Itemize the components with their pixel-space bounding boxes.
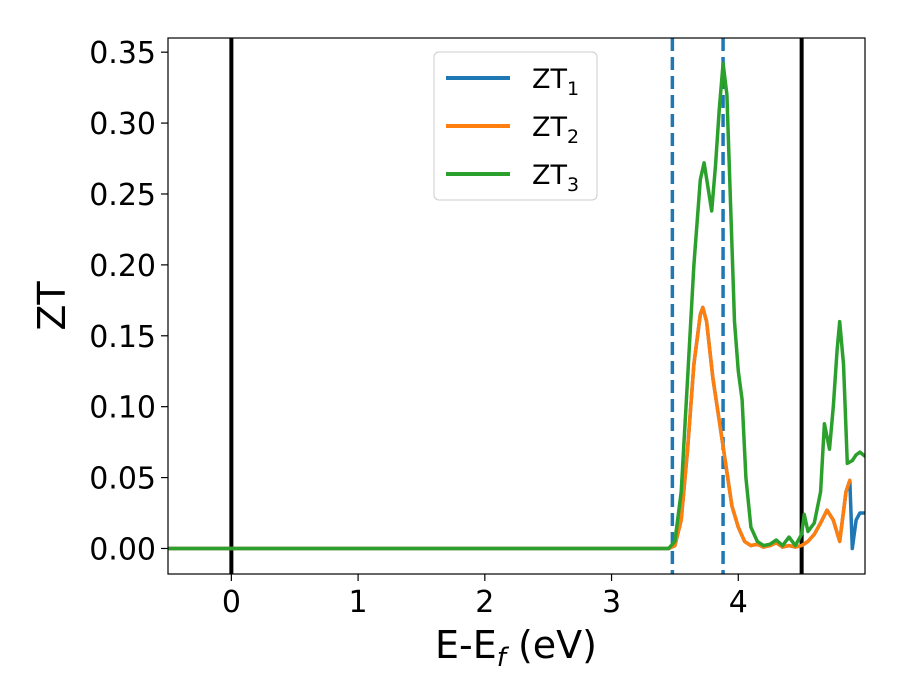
legend-label-zt3: ZT3 <box>532 160 579 196</box>
series-line-zt1 <box>168 305 865 551</box>
x-tick-label: 4 <box>729 585 748 620</box>
x-tick-label: 3 <box>602 585 621 620</box>
legend-label-zt2: ZT2 <box>532 112 579 148</box>
y-tick-label: 0.10 <box>89 391 156 426</box>
y-tick-label: 0.30 <box>89 107 156 142</box>
x-tick-label: 1 <box>349 585 368 620</box>
y-tick-label: 0.00 <box>89 532 156 567</box>
y-axis-ticks: 0.00 0.05 0.10 0.15 0.20 0.25 0.30 0.35 <box>89 36 168 567</box>
x-tick-label: 0 <box>222 585 241 620</box>
y-axis-title: ZT <box>30 281 74 331</box>
y-tick-label: 0.05 <box>89 462 156 497</box>
y-tick-label: 0.35 <box>89 36 156 71</box>
series-line-zt2 <box>168 305 852 551</box>
legend-label-zt1: ZT1 <box>532 64 579 100</box>
legend-box <box>433 51 598 201</box>
series-lines <box>168 61 865 551</box>
legend: ZT1 ZT2 ZT3 <box>433 51 598 201</box>
y-tick-label: 0.15 <box>89 320 156 355</box>
x-axis-title-unit: (eV) <box>506 623 597 667</box>
series-line-zt3 <box>168 61 865 551</box>
plot-frame <box>167 37 866 575</box>
y-tick-label: 0.25 <box>89 178 156 213</box>
x-axis-ticks: 0 1 2 3 4 <box>222 574 748 620</box>
x-axis-title: E-Ef (eV) <box>435 623 597 673</box>
y-tick-label: 0.20 <box>89 249 156 284</box>
reference-lines <box>229 38 804 574</box>
x-axis-title-main: E-E <box>435 623 497 667</box>
x-tick-label: 2 <box>475 585 494 620</box>
